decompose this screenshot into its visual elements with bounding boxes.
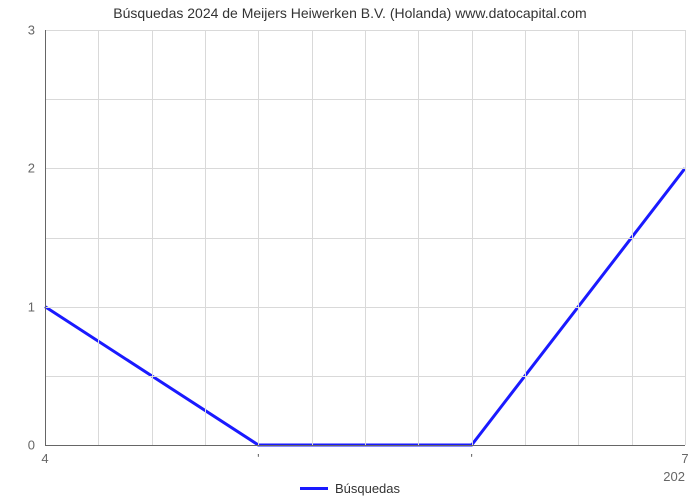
grid-line-vertical — [98, 30, 99, 445]
plot-area: 202 012347'' — [45, 30, 685, 445]
x-tick-label: 4 — [41, 451, 48, 466]
legend-item: Búsquedas — [300, 481, 400, 496]
grid-line-vertical — [365, 30, 366, 445]
grid-line-vertical — [685, 30, 686, 445]
y-tick-label: 3 — [28, 23, 35, 38]
x-tick-label: 7 — [681, 451, 688, 466]
x-tick-minor-label: ' — [257, 451, 259, 466]
y-tick-label: 2 — [28, 161, 35, 176]
grid-line-vertical — [312, 30, 313, 445]
grid-line-vertical — [418, 30, 419, 445]
grid-line-vertical — [632, 30, 633, 445]
grid-line-vertical — [472, 30, 473, 445]
legend-label: Búsquedas — [335, 481, 400, 496]
grid-line-vertical — [152, 30, 153, 445]
x-tick-minor-label: ' — [470, 451, 472, 466]
chart-title: Búsquedas 2024 de Meijers Heiwerken B.V.… — [0, 5, 700, 21]
grid-line-vertical — [578, 30, 579, 445]
grid-line-vertical — [205, 30, 206, 445]
grid-line-vertical — [258, 30, 259, 445]
y-tick-label: 1 — [28, 299, 35, 314]
legend-swatch — [300, 487, 328, 490]
legend: Búsquedas — [0, 477, 700, 496]
y-tick-label: 0 — [28, 438, 35, 453]
line-chart: Búsquedas 2024 de Meijers Heiwerken B.V.… — [0, 0, 700, 500]
x-axis-line — [45, 445, 685, 446]
grid-line-vertical — [525, 30, 526, 445]
y-axis-line — [45, 30, 46, 445]
